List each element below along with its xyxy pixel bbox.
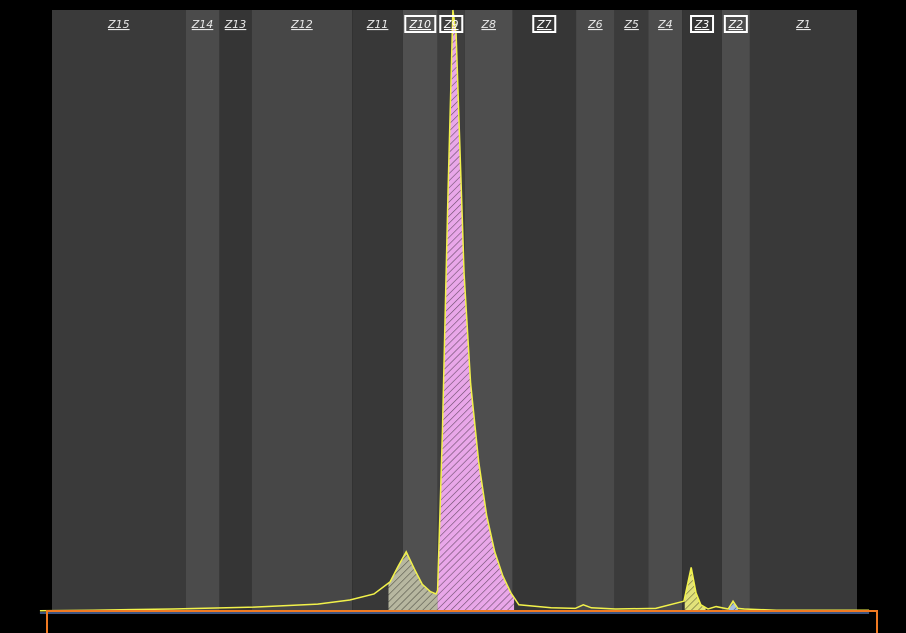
peak-hatch-4 xyxy=(729,601,738,612)
zone-label-z8[interactable]: Z8 xyxy=(480,18,496,31)
zone-label-z7[interactable]: Z7 xyxy=(536,18,552,31)
zone-label-z12[interactable]: Z12 xyxy=(290,18,313,31)
zone-label-box-z2 xyxy=(723,15,748,33)
zone-band-z10 xyxy=(402,10,438,612)
zone-label-z15[interactable]: Z15 xyxy=(107,18,130,31)
zone-band-z12 xyxy=(251,10,353,612)
zone-label-z9[interactable]: Z9 xyxy=(443,18,459,31)
zone-label-z2[interactable]: Z2 xyxy=(728,18,744,31)
zone-band-z7 xyxy=(512,10,577,612)
zone-band-z5 xyxy=(614,10,649,612)
zone-band-z3 xyxy=(682,10,722,612)
peak-hatch-2 xyxy=(437,10,515,612)
peak-hatch-1 xyxy=(388,551,438,612)
zone-band-z6 xyxy=(576,10,615,612)
zone-band-z13 xyxy=(219,10,252,612)
zone-band-z14 xyxy=(185,10,220,612)
zone-label-box-z9 xyxy=(439,15,464,33)
zone-band-z11 xyxy=(352,10,403,612)
zone-label-box-z10 xyxy=(404,15,437,33)
zone-label-z4[interactable]: Z4 xyxy=(657,18,673,31)
zone-label-z14[interactable]: Z14 xyxy=(191,18,214,31)
zone-label-z1[interactable]: Z1 xyxy=(795,18,811,31)
zone-band-z15 xyxy=(52,10,186,612)
orange-frame xyxy=(46,610,878,633)
zone-labels: Z15 Z14 Z13 Z12 Z11 Z10 Z9 Z8 Z7 Z6 Z5 Z4 Z3 Z2 Z1 xyxy=(107,15,811,33)
zone-label-z5[interactable]: Z5 xyxy=(623,18,639,31)
zone-label-box-z7 xyxy=(532,15,557,33)
zone-band-z4 xyxy=(648,10,683,612)
zone-band-z2 xyxy=(721,10,750,612)
zone-label-z10[interactable]: Z10 xyxy=(409,18,432,31)
density-profile-line xyxy=(39,9,870,612)
zone-label-z11[interactable]: Z11 xyxy=(366,18,389,31)
zone-label-z13[interactable]: Z13 xyxy=(224,18,247,31)
zone-label-box-z3 xyxy=(690,15,715,33)
zone-label-z6[interactable]: Z6 xyxy=(587,18,603,31)
zone-label-z3[interactable]: Z3 xyxy=(694,18,710,31)
zone-band-z1 xyxy=(749,10,857,612)
